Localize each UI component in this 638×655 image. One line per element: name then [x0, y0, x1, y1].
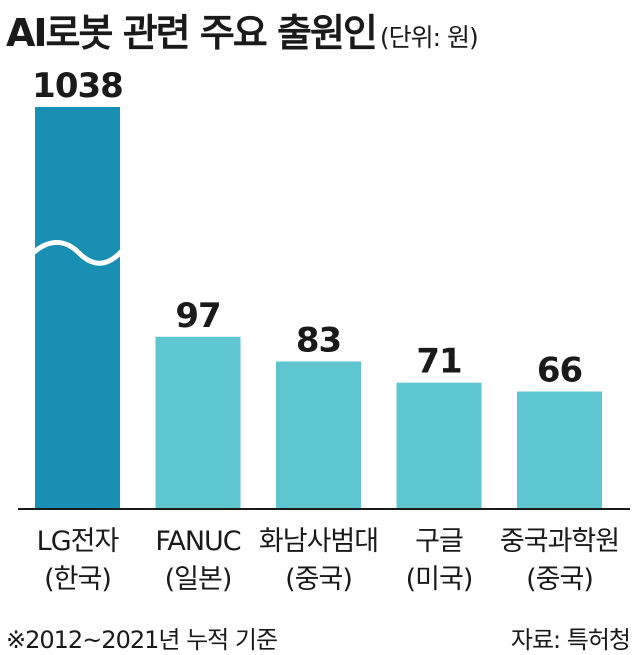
value-label-1: 97: [175, 296, 220, 336]
value-label-4: 66: [537, 351, 582, 391]
bar-2: [276, 361, 361, 508]
category-label-4: 중국과학원 (중국): [500, 526, 619, 595]
chart-title-block: AI로봇 관련 주요 출원인 (단위: 원): [6, 2, 479, 57]
bar-1: [155, 336, 241, 508]
value-label-2: 83: [296, 321, 341, 361]
bar-4: [517, 391, 602, 508]
value-label-0: 1038: [32, 66, 123, 106]
axis-break-mark: [31, 240, 124, 266]
unit-label: (단위: 원): [379, 23, 479, 52]
source-credit: 자료: 특허청: [510, 626, 631, 654]
chart-title: AI로봇 관련 주요 출원인: [6, 11, 378, 55]
value-label-3: 71: [416, 342, 461, 382]
category-label-0: LG전자 (한국): [37, 526, 120, 595]
category-label-1: FANUC (일본): [155, 526, 240, 595]
footnote: ※2012~2021년 누적 기준: [6, 626, 278, 654]
category-label-2: 화남사범대 (중국): [259, 526, 378, 595]
bar-0: [35, 107, 120, 508]
bar-3: [396, 382, 482, 508]
category-label-3: 구글 (미국): [406, 526, 473, 595]
